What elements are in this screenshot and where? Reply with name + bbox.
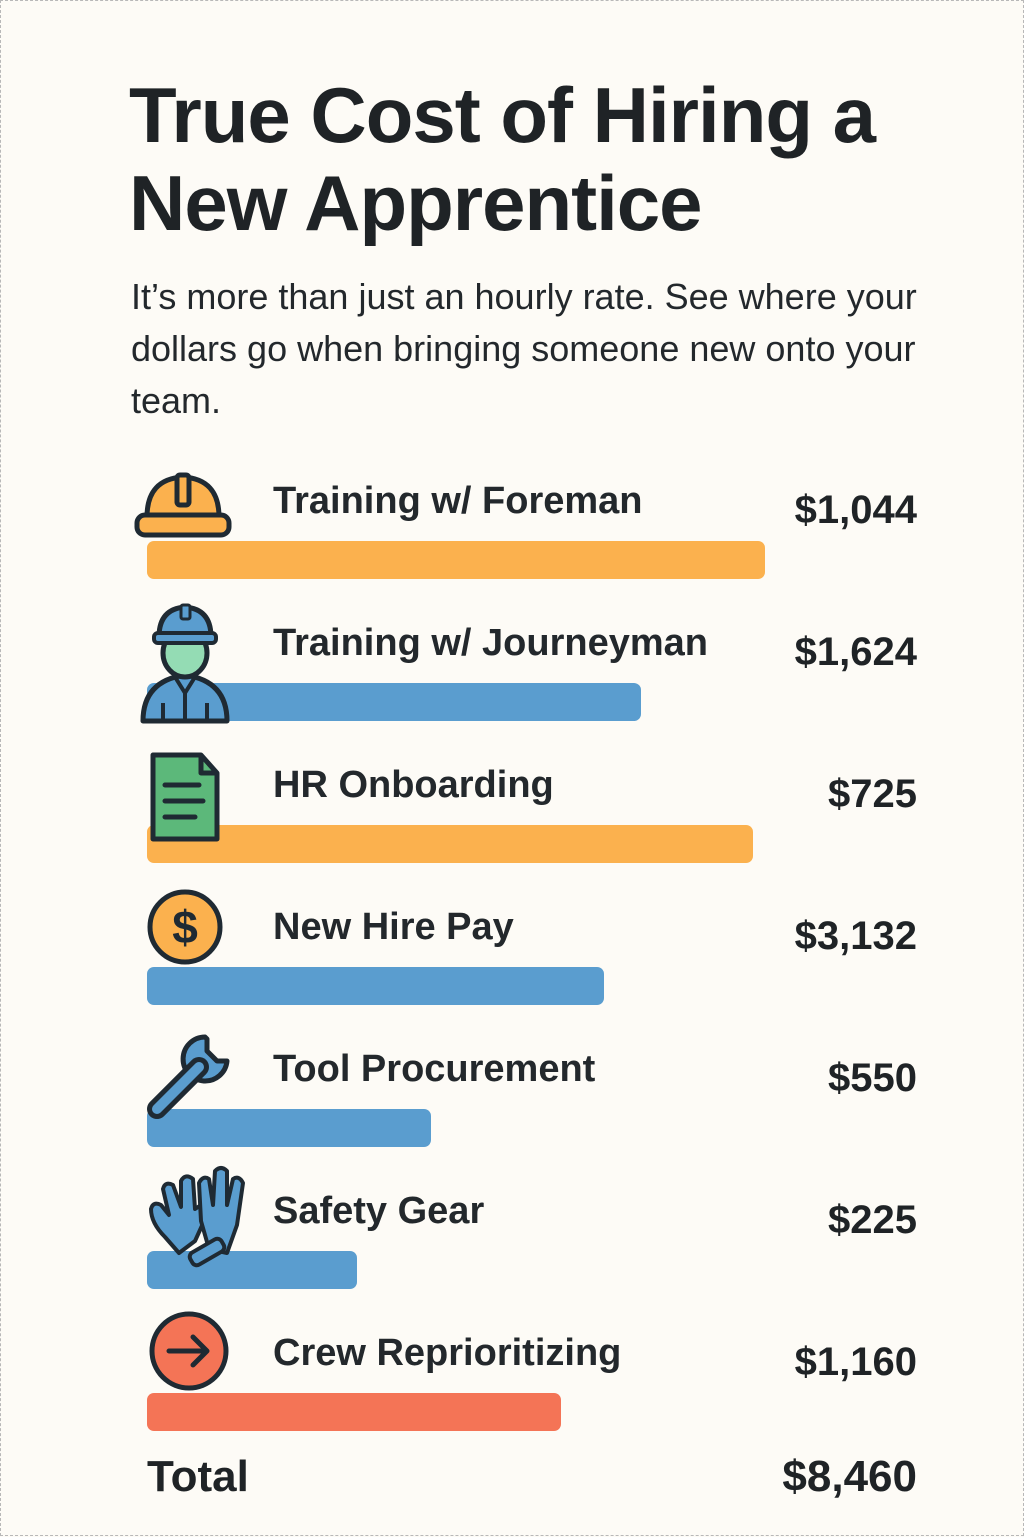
total-label: Total [147, 1452, 249, 1501]
bar-5 [147, 1251, 357, 1289]
category-label: New Hire Pay [273, 906, 514, 948]
bar-0 [147, 541, 765, 579]
bar-6 [147, 1393, 561, 1431]
value-label: $1,624 [795, 630, 918, 674]
category-label: HR Onboarding [273, 764, 554, 806]
bar-1 [147, 683, 641, 721]
value-label: $3,132 [795, 914, 917, 958]
value-label: $550 [828, 1056, 917, 1100]
document-icon [150, 752, 220, 842]
svg-text:$: $ [172, 901, 198, 953]
page-title: True Cost of Hiring a New Apprentice [129, 71, 876, 247]
dollar-coin-icon: $ [147, 889, 223, 965]
bar-2 [147, 825, 753, 863]
category-label: Safety Gear [273, 1190, 484, 1232]
value-label: $1,160 [795, 1340, 917, 1384]
page-subtitle: It’s more than just an hourly rate. See … [131, 276, 917, 421]
value-label: $225 [828, 1198, 917, 1242]
hard-hat-icon [134, 472, 232, 538]
value-label: $725 [828, 772, 917, 816]
bar-4 [147, 1109, 431, 1147]
worker-icon [140, 603, 230, 724]
category-label: Tool Procurement [273, 1048, 596, 1090]
gloves-icon [149, 1166, 245, 1268]
category-label: Training w/ Journeyman [273, 622, 708, 664]
arrow-circle-icon [149, 1311, 229, 1391]
category-label: Crew Reprioritizing [273, 1332, 621, 1374]
bar-3 [147, 967, 604, 1005]
total-value: $8,460 [782, 1452, 917, 1501]
wrench-icon [147, 1034, 230, 1119]
value-label: $1,044 [795, 488, 918, 532]
category-label: Training w/ Foreman [273, 480, 643, 522]
